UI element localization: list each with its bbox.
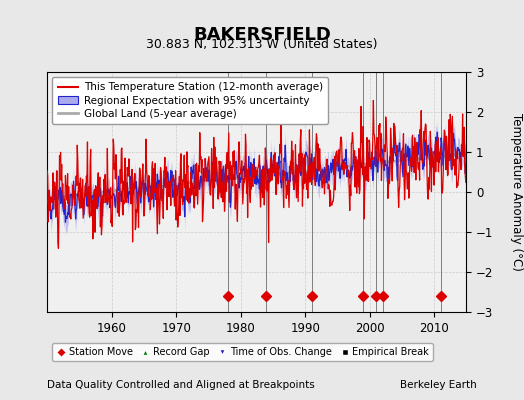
Y-axis label: Temperature Anomaly (°C): Temperature Anomaly (°C): [510, 113, 523, 271]
Text: BAKERSFIELD: BAKERSFIELD: [193, 26, 331, 44]
Text: 30.883 N, 102.313 W (United States): 30.883 N, 102.313 W (United States): [146, 38, 378, 51]
Legend: This Temperature Station (12-month average), Regional Expectation with 95% uncer: This Temperature Station (12-month avera…: [52, 77, 328, 124]
Text: Data Quality Controlled and Aligned at Breakpoints: Data Quality Controlled and Aligned at B…: [47, 380, 315, 390]
Legend: Station Move, Record Gap, Time of Obs. Change, Empirical Break: Station Move, Record Gap, Time of Obs. C…: [52, 343, 433, 361]
Text: Berkeley Earth: Berkeley Earth: [400, 380, 477, 390]
